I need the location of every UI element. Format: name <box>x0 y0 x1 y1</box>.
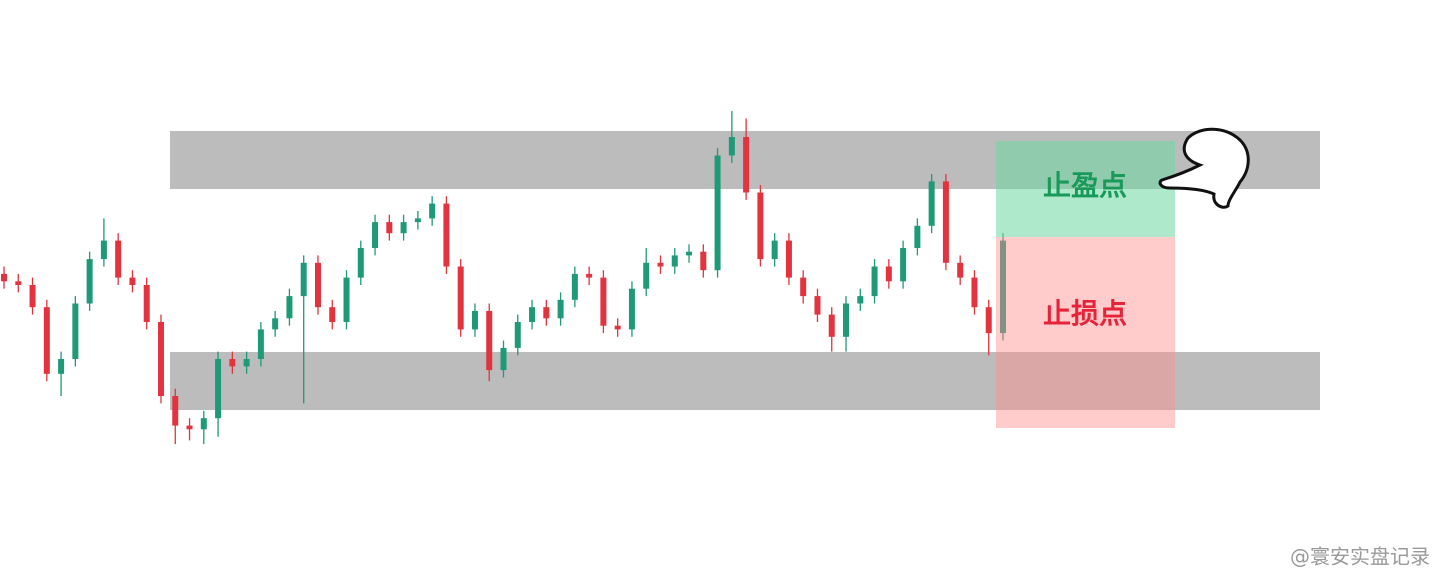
candle-body <box>400 222 407 234</box>
candle-body <box>571 273 578 300</box>
candle-body <box>429 203 436 219</box>
candle-body <box>414 218 421 223</box>
candle-body <box>443 203 450 267</box>
candle-body <box>628 288 635 330</box>
candle-body <box>72 303 79 359</box>
candle-body <box>157 322 164 396</box>
candle-body <box>914 225 921 248</box>
candle-body <box>957 262 964 278</box>
candle-body <box>586 273 593 278</box>
candle-body <box>143 285 150 322</box>
candle-body <box>728 137 735 156</box>
candle-body <box>671 255 678 267</box>
candle-body <box>514 322 521 348</box>
candle-body <box>243 359 250 367</box>
candle-body <box>1 273 7 282</box>
candle-body <box>743 137 750 193</box>
candle-body <box>372 222 379 248</box>
candle-body <box>871 266 878 297</box>
stop-loss-label: 止损点 <box>1043 297 1127 330</box>
candle-body <box>971 277 978 308</box>
candle-body <box>200 418 207 430</box>
candle-body <box>657 262 664 267</box>
candle-body <box>686 251 693 256</box>
candle-body <box>115 240 122 278</box>
candle-body <box>843 303 850 337</box>
candle-body <box>857 296 864 304</box>
candle-body <box>1000 240 1006 334</box>
candle-body <box>800 277 807 297</box>
candle-body <box>314 262 321 308</box>
candles <box>1 111 1006 445</box>
candle-body <box>543 307 550 319</box>
candle-body <box>614 325 621 330</box>
candle-body <box>58 359 65 374</box>
candle-body <box>486 310 493 371</box>
support-band <box>170 352 1320 410</box>
candle-body <box>100 240 107 260</box>
candle-body <box>643 262 650 289</box>
candle-body <box>15 281 22 285</box>
candle-body <box>343 277 350 322</box>
candle-body <box>885 266 892 282</box>
candle-body <box>771 240 778 260</box>
candle-body <box>86 259 93 304</box>
candle-body <box>43 307 50 374</box>
stop-loss-box <box>996 237 1175 428</box>
candle-body <box>29 285 36 308</box>
candle-body <box>900 248 907 282</box>
take-profit-box <box>996 141 1175 237</box>
candle-body <box>300 262 307 297</box>
candle-body <box>928 181 935 226</box>
candle-body <box>714 155 721 271</box>
watermark: @寰安实盘记录 <box>1290 545 1430 569</box>
take-profit-label: 止盈点 <box>1043 169 1127 202</box>
candle-body <box>186 425 193 430</box>
candle-body <box>329 307 336 322</box>
candle-body <box>529 307 536 322</box>
candle-body <box>457 266 464 330</box>
candle-body <box>286 296 293 319</box>
candle-body <box>229 359 236 367</box>
candle-body <box>814 296 821 315</box>
candle-body <box>215 359 222 419</box>
candle-body <box>600 277 607 326</box>
candle-body <box>172 396 179 426</box>
candle-body <box>785 240 792 278</box>
pointing-hand <box>1158 127 1250 209</box>
candle-body <box>386 222 393 234</box>
candle-body <box>471 310 478 330</box>
candle-body <box>129 277 136 285</box>
candle-body <box>757 192 764 260</box>
candle-body <box>500 347 507 371</box>
candle-body <box>357 248 364 278</box>
candle-body <box>272 318 279 330</box>
candle-body <box>557 299 564 319</box>
candle-body <box>257 329 264 359</box>
candle-body <box>828 314 835 337</box>
candle-body <box>985 307 992 334</box>
candle-body <box>942 181 949 263</box>
candle-body <box>700 251 707 271</box>
